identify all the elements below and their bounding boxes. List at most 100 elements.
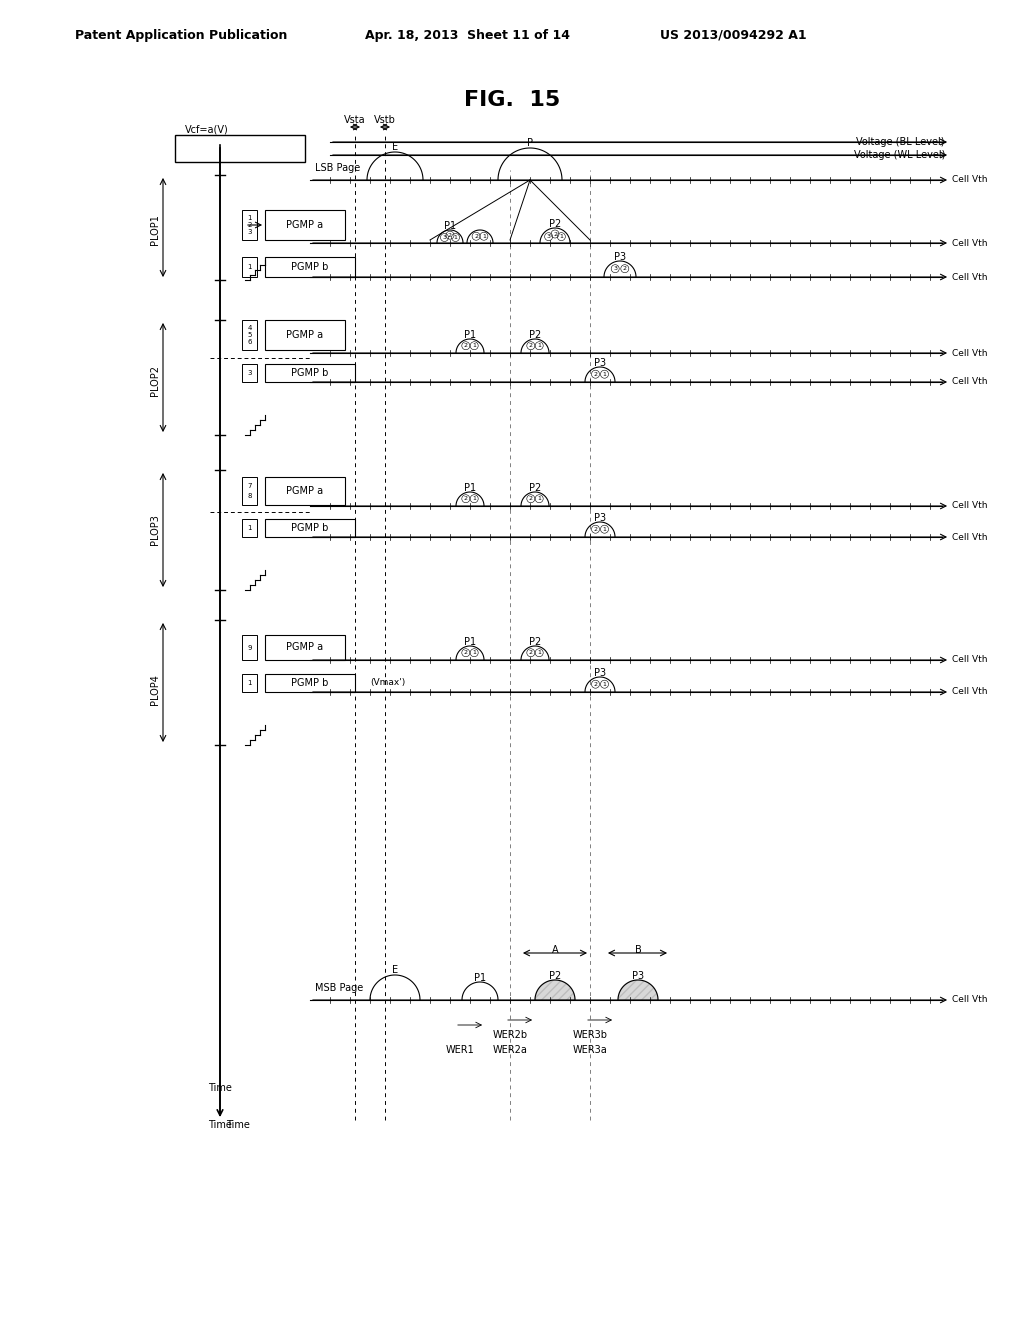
Bar: [175, 135, 305, 162]
Text: PGMP b: PGMP b: [291, 368, 329, 378]
Text: 2: 2: [464, 496, 468, 502]
Text: WER3b: WER3b: [572, 1030, 607, 1040]
Text: 1: 1: [538, 343, 541, 348]
Text: P3: P3: [594, 358, 606, 368]
Text: 3: 3: [613, 267, 617, 271]
Text: Cell Vth: Cell Vth: [952, 378, 987, 387]
Text: P2: P2: [549, 972, 561, 981]
Text: Vsta: Vsta: [344, 115, 366, 125]
Bar: [242, 477, 257, 506]
Text: P3: P3: [594, 513, 606, 523]
Text: 7: 7: [247, 483, 252, 490]
Text: 8: 8: [247, 492, 252, 499]
Text: PLOP3: PLOP3: [150, 515, 160, 545]
Text: 2: 2: [528, 343, 532, 348]
Text: 5: 5: [248, 333, 252, 338]
Text: 1: 1: [247, 264, 252, 271]
Text: 1: 1: [602, 681, 606, 686]
Text: 2: 2: [528, 651, 532, 655]
Text: 1: 1: [247, 214, 252, 220]
Text: 2: 2: [248, 222, 252, 228]
Text: 2: 2: [623, 267, 627, 271]
Text: Cell Vth: Cell Vth: [952, 239, 987, 248]
Text: 2: 2: [464, 651, 468, 655]
Text: 3: 3: [547, 234, 551, 239]
Text: P1: P1: [464, 638, 476, 647]
Text: B: B: [635, 945, 641, 954]
Text: PGMP b: PGMP b: [291, 678, 329, 688]
Bar: [242, 519, 257, 537]
Text: 2: 2: [449, 232, 452, 238]
Text: A: A: [552, 945, 558, 954]
Text: 2: 2: [528, 496, 532, 502]
Text: WER3a: WER3a: [572, 1045, 607, 1055]
Text: P3: P3: [614, 252, 626, 261]
Text: 1: 1: [538, 651, 541, 655]
Text: WER2b: WER2b: [493, 1030, 527, 1040]
Bar: [242, 210, 257, 240]
Text: Voltage (BL Level): Voltage (BL Level): [856, 137, 945, 147]
Text: Cell Vth: Cell Vth: [952, 688, 987, 697]
Text: PGMP a: PGMP a: [287, 486, 324, 496]
Text: Time: Time: [208, 1082, 232, 1093]
Text: P3: P3: [594, 668, 606, 678]
Text: PLOP4: PLOP4: [150, 675, 160, 705]
Text: PGMP a: PGMP a: [287, 220, 324, 230]
Bar: [242, 257, 257, 277]
Text: P2: P2: [549, 219, 561, 228]
Text: MSB Page: MSB Page: [315, 983, 364, 993]
Text: PGMP b: PGMP b: [291, 523, 329, 533]
Text: 3: 3: [442, 235, 446, 240]
Text: 1: 1: [472, 651, 476, 655]
Text: Cell Vth: Cell Vth: [952, 502, 987, 511]
Text: P2: P2: [528, 483, 541, 492]
Text: 1: 1: [602, 527, 606, 532]
Text: 1: 1: [602, 372, 606, 376]
Text: 2: 2: [594, 527, 597, 532]
Text: 1: 1: [559, 234, 563, 239]
Text: 1: 1: [472, 343, 476, 348]
Text: Time: Time: [208, 1119, 231, 1130]
Text: Cell Vth: Cell Vth: [952, 656, 987, 664]
Text: P1: P1: [444, 220, 456, 231]
Text: Voltage (WL Level): Voltage (WL Level): [854, 150, 945, 160]
Bar: [265, 319, 345, 350]
Text: E: E: [392, 965, 398, 975]
Text: 3: 3: [247, 230, 252, 235]
Text: 1: 1: [247, 525, 252, 531]
Text: E: E: [392, 143, 398, 152]
Bar: [265, 477, 345, 506]
Text: WER1: WER1: [445, 1045, 474, 1055]
Text: P1: P1: [474, 973, 486, 983]
Text: P1: P1: [464, 330, 476, 341]
Text: Apr. 18, 2013  Sheet 11 of 14: Apr. 18, 2013 Sheet 11 of 14: [365, 29, 570, 41]
Bar: [242, 675, 257, 692]
Text: PGMP a: PGMP a: [287, 643, 324, 652]
Text: (Vmax'): (Vmax'): [370, 678, 406, 688]
Text: 2: 2: [474, 234, 478, 239]
Bar: [265, 210, 345, 240]
Text: PGMP a: PGMP a: [287, 330, 324, 341]
Bar: [242, 364, 257, 381]
Bar: [265, 364, 355, 381]
Text: Cell Vth: Cell Vth: [952, 995, 987, 1005]
Text: Cell Vth: Cell Vth: [952, 532, 987, 541]
Text: 3: 3: [247, 370, 252, 376]
Bar: [242, 319, 257, 350]
Text: P2: P2: [528, 638, 541, 647]
Bar: [265, 257, 355, 277]
Text: P1: P1: [464, 483, 476, 492]
Text: US 2013/0094292 A1: US 2013/0094292 A1: [660, 29, 807, 41]
Text: 1: 1: [472, 496, 476, 502]
Text: P: P: [527, 139, 534, 148]
Text: 1: 1: [454, 235, 458, 240]
Text: Cell Vth: Cell Vth: [952, 272, 987, 281]
Text: 2: 2: [464, 343, 468, 348]
Text: PLOP1: PLOP1: [150, 215, 160, 246]
Text: PGMP b: PGMP b: [291, 261, 329, 272]
Text: WER2a: WER2a: [493, 1045, 527, 1055]
Text: FIG.  15: FIG. 15: [464, 90, 560, 110]
Text: 2: 2: [594, 372, 597, 376]
Text: Vcf=a(V): Vcf=a(V): [185, 125, 228, 135]
Bar: [265, 675, 355, 692]
